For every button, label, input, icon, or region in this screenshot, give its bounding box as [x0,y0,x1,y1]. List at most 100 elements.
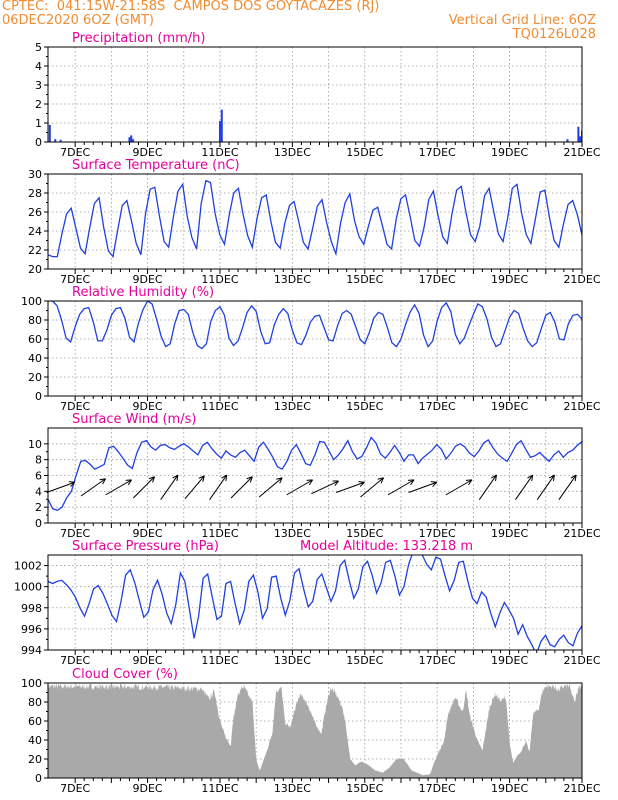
wind-arrow-head [432,481,438,487]
wind-arrow [132,476,156,499]
station-line: CPTEC: 041:15W-21:58S CAMPOS DOS GOYTACA… [2,0,380,14]
wind-arrow [184,475,205,500]
wind-arrow-shaft [360,477,384,498]
x-tick-label: 9DEC [133,782,163,795]
wind-arrow-head [358,481,365,483]
panel-annotation: Model Altitude: 133.218 m [300,539,473,554]
wind-arrow-head [468,479,473,486]
x-tick-label: 9DEC [133,527,163,540]
wind-arrow-head [225,475,228,482]
panel-title: Surface Wind (m/s) [72,412,196,427]
y-tick-label: 8 [35,454,42,467]
x-tick-label: 13DEC [274,273,311,286]
y-tick-label: 996 [21,623,42,636]
x-tick-label: 7DEC [60,400,90,413]
x-tick-label: 21DEC [563,654,600,667]
y-tick-label: 0 [35,772,42,785]
series [48,301,582,350]
grid [48,47,582,142]
series-line [48,179,582,259]
plot-frame [47,300,583,397]
wind-arrow-shaft [387,479,415,496]
wind-arrow-head [574,475,577,482]
wind-arrow-shaft [209,474,228,500]
model-code: TQ0126L028 [512,27,596,42]
panel-6: Cloud Cover (%) 0 20 40 60 80 100 7DEC 9DEC 11DEC… [21,667,601,795]
wind-arrow-shaft [515,474,534,500]
y-tick-label: 1 [35,117,42,130]
y-tick-label: 2 [35,98,42,111]
x-tick-label: 15DEC [346,273,383,286]
wind-arrow [80,478,106,497]
x-tick-label: 19DEC [491,782,528,795]
wind-arrow-shaft [311,480,339,495]
wind-arrow-shaft [80,478,106,497]
y-tick-label: 20 [28,263,42,276]
x-tick-label: 11DEC [201,400,238,413]
wind-arrow-shaft [408,481,437,493]
grid [48,428,582,523]
y-tick-label: 60 [28,333,42,346]
x-tick-label: 17DEC [419,146,456,159]
wind-arrow [445,479,473,496]
x-tick-label: 13DEC [274,146,311,159]
panel-5: Surface Pressure (hPa) Model Altitude: 13… [14,539,601,667]
wind-arrow-head [152,476,156,483]
wind-arrow-shaft [445,479,473,496]
x-tick-label: 19DEC [491,654,528,667]
y-tick-label: 60 [28,715,42,728]
series [48,555,582,650]
wind-arrow-shaft [160,474,179,500]
wind-arrow-shaft [478,474,497,500]
wind-arrow-head [552,475,555,482]
x-tick-label: 17DEC [419,400,456,413]
y-tick-label: 100 [21,295,42,308]
wind-arrow-head [202,475,205,482]
x-tick-label: 7DEC [60,273,90,286]
panel-4: Surface Wind (m/s) 0 2 4 6 8 10 7DEC 9DEC 11DEC 13… [28,412,601,540]
y-tick-label: 40 [28,352,42,365]
wind-arrow-head [531,475,534,482]
wind-arrow [558,474,577,500]
y-tick-label: 1000 [14,581,42,594]
series [48,179,582,259]
wind-arrow-head [430,481,437,483]
wind-arrow [258,477,283,498]
y-tick-label: 4 [35,60,42,73]
wind-arrow-head [172,474,179,479]
plot-frame [47,46,583,143]
wind-arrow-shaft [132,476,155,499]
y-tick-label: 30 [28,168,42,181]
x-tick-label: 11DEC [201,654,238,667]
wind-arrow-head [221,474,228,479]
wind-arrow [360,477,384,498]
wind-arrow [209,474,228,500]
wind-arrow-shaft [286,479,313,496]
wind-arrow-head [70,481,76,487]
wind-arrow-shaft [105,479,132,496]
wind-arrow-head [359,481,365,487]
panel-1: Precipitation (mm/h) 0 1 2 3 4 5 7DEC 9DEC 11DEC 1… [35,31,601,159]
x-tick-label: 19DEC [491,273,528,286]
wind-arrow-head [249,476,253,483]
panel-2: Surface Temperature (nC) 20 22 24 26 28 30 7DEC… [28,158,601,286]
x-tick-label: 13DEC [274,654,311,667]
wind-arrow [336,481,365,493]
series [48,683,582,778]
wind-arrow-shaft [558,474,577,500]
x-tick-label: 11DEC [201,273,238,286]
grid [48,301,582,396]
panel-title: Surface Temperature (nC) [72,158,240,173]
x-tick-label: 7DEC [60,146,90,159]
wind-arrow-head [276,477,283,480]
x-tick-label: 15DEC [346,782,383,795]
y-tick-label: 0 [35,517,42,530]
x-tick-label: 17DEC [419,527,456,540]
x-tick-label: 17DEC [419,654,456,667]
panel-3: Relative Humidity (%) 0 20 40 60 80 100 7DEC 9DE… [21,285,601,413]
wind-arrow [311,480,339,495]
y-tick-label: 0 [35,136,42,149]
wind-arrow-shaft [536,474,555,500]
x-tick-label: 13DEC [274,527,311,540]
x-tick-label: 21DEC [563,527,600,540]
